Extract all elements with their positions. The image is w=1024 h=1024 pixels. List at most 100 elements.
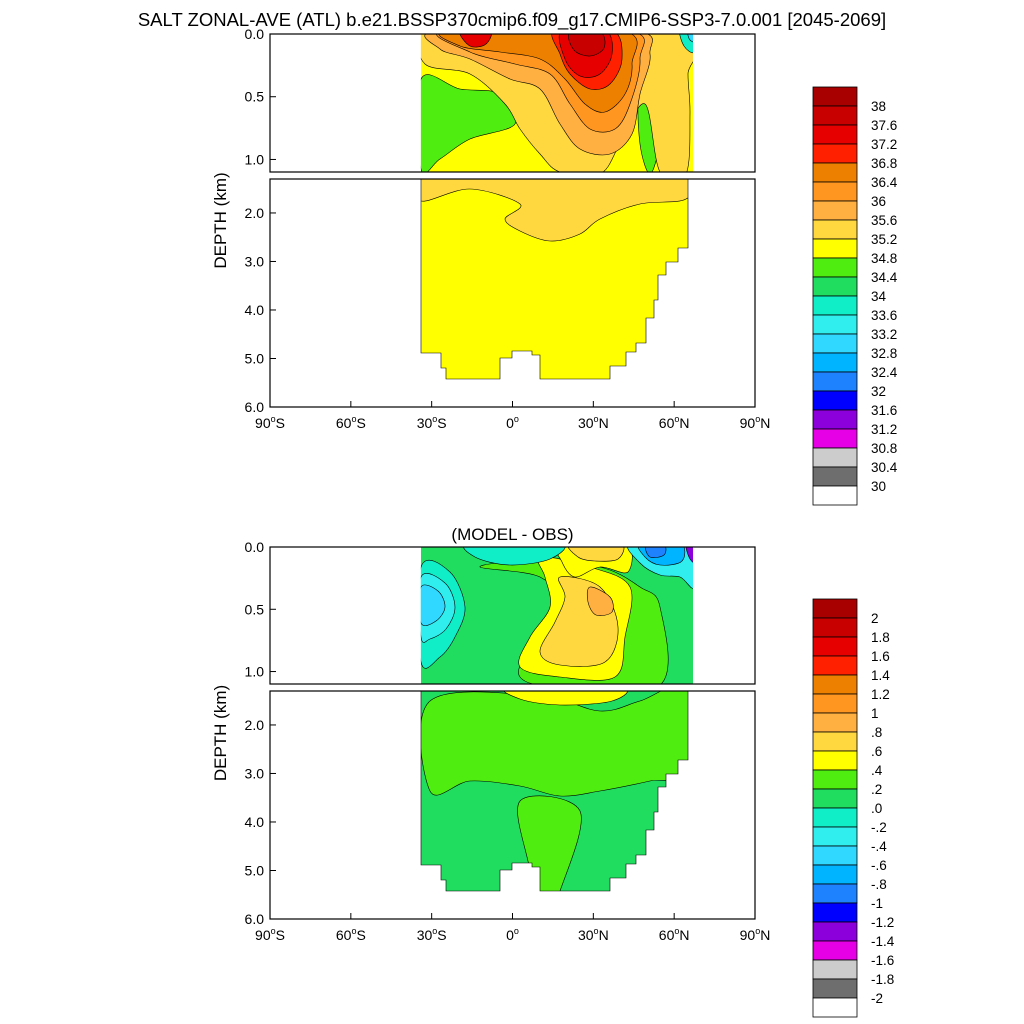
- contour-region: [421, 691, 688, 797]
- colorbar-swatch: [812, 845, 858, 866]
- colorbar-swatch: [812, 200, 858, 221]
- x-tick-label: 60oN: [659, 414, 690, 431]
- upper-field: [420, 34, 694, 172]
- x-tick-label: 60oS: [336, 414, 366, 431]
- colorbar-label: 30: [871, 479, 886, 494]
- colorbar-label: -.8: [871, 877, 887, 892]
- colorbar-label: 34: [871, 289, 887, 304]
- colorbar-label: 1: [871, 706, 879, 721]
- contour-region: [644, 547, 667, 558]
- colorbar-label: -.2: [871, 820, 887, 835]
- colorbar-label: 36.4: [871, 175, 898, 190]
- colorbar-swatch: [812, 655, 858, 676]
- x-tick-label: 0o: [506, 414, 519, 431]
- x-tick-label: 30oN: [578, 414, 609, 431]
- x-tick-label: 90oN: [740, 414, 771, 431]
- contour-region: [685, 547, 694, 563]
- colorbar: 21.81.61.41.21.8.6.4.2.0-.2-.4-.6-.8-1-1…: [812, 598, 895, 1018]
- colorbar-label: -.4: [871, 839, 887, 854]
- y-tick-label: 0.5: [245, 89, 265, 105]
- colorbar-label: 35.6: [871, 213, 897, 228]
- colorbar: 38 37.6 37.2 36.8 36.4 36 35.6 35.2 34.8 34.4 34 33…: [812, 86, 898, 506]
- colorbar-label: .6: [871, 744, 882, 759]
- x-tick-label: 90oS: [255, 414, 285, 431]
- colorbar-swatch: [812, 162, 858, 183]
- colorbar-swatch: [812, 826, 858, 847]
- colorbar-swatch: [812, 485, 858, 506]
- x-tick-label: 30oS: [417, 414, 447, 431]
- colorbar-label: 2: [871, 611, 879, 626]
- colorbar-swatch: [812, 333, 858, 354]
- colorbar-swatch: [812, 428, 858, 449]
- colorbar-swatch: [812, 124, 858, 145]
- y-tick-label: 6.0: [245, 911, 265, 927]
- colorbar-swatch: [812, 314, 858, 335]
- colorbar-label: .4: [871, 763, 883, 778]
- ocean-floor-outline: [420, 690, 689, 892]
- colorbar-label: .2: [871, 782, 882, 797]
- y-tick-label: 0.0: [245, 26, 265, 42]
- figure-title: SALT ZONAL-AVE (ATL) b.e21.BSSP370cmip6.…: [138, 9, 886, 31]
- colorbar-label: 1.6: [871, 649, 890, 664]
- contour-region: [459, 34, 492, 48]
- y-tick-label: 0.0: [245, 539, 265, 555]
- colorbar-swatch: [812, 295, 858, 316]
- y-tick-label: 5.0: [245, 350, 265, 366]
- colorbar-label: 32.8: [871, 346, 897, 361]
- ocean-floor-outline: [420, 178, 689, 380]
- x-tick-label: 30oN: [578, 926, 609, 943]
- x-tick-label: 90oS: [255, 926, 285, 943]
- y-axis-label: DEPTH (km): [211, 685, 230, 781]
- colorbar-label: 37.2: [871, 137, 897, 152]
- x-tick-label: 60oS: [336, 926, 366, 943]
- colorbar-label: 33.6: [871, 308, 897, 323]
- contour-region: [586, 586, 614, 616]
- y-axis-label: DEPTH (km): [211, 172, 230, 268]
- colorbar-label: 32.4: [871, 365, 898, 380]
- upper-frame: [269, 546, 756, 685]
- colorbar-swatch: [812, 466, 858, 487]
- colorbar-swatch: [812, 219, 858, 240]
- colorbar-swatch: [812, 997, 858, 1018]
- y-tick-label: 3.0: [245, 253, 265, 269]
- colorbar-label: 33.2: [871, 327, 897, 342]
- colorbar-swatch: [812, 788, 858, 809]
- colorbar-label: 30.8: [871, 441, 897, 456]
- colorbar-swatch: [812, 807, 858, 828]
- colorbar-label: -1.6: [871, 953, 894, 968]
- colorbar-swatch: [812, 352, 858, 373]
- colorbar-swatch: [812, 105, 858, 126]
- colorbar-label: 30.4: [871, 460, 898, 475]
- contour-region: [567, 547, 625, 562]
- colorbar-label: -2: [871, 991, 883, 1006]
- contour-region: [568, 34, 606, 57]
- panel-subtitle: (MODEL - OBS): [451, 525, 573, 544]
- colorbar-swatch: [812, 617, 858, 638]
- colorbar-label: 36.8: [871, 156, 897, 171]
- contour-region: [463, 547, 566, 566]
- colorbar-swatch: [812, 390, 858, 411]
- colorbar-label: .8: [871, 725, 882, 740]
- colorbar-label: 37.6: [871, 118, 897, 133]
- lower-field: [421, 691, 688, 891]
- colorbar-label: 36: [871, 194, 886, 209]
- colorbar-swatch: [812, 181, 858, 202]
- colorbar-swatch: [812, 940, 858, 961]
- y-tick-label: 1.0: [245, 664, 265, 680]
- colorbar-swatch: [812, 693, 858, 714]
- panel-salt: 0.0 0.5 1.0 2.0 3.0 4.0 5.0 6.0 DEPTH (km) 90oS 60…: [211, 26, 898, 506]
- x-tick-label: 30oS: [417, 926, 447, 943]
- colorbar-label: -1.8: [871, 972, 894, 987]
- colorbar-swatch: [812, 598, 858, 619]
- y-tick-label: 4.0: [245, 302, 265, 318]
- colorbar-label: -.6: [871, 858, 887, 873]
- colorbar-label: 38: [871, 99, 886, 114]
- colorbar-label: 31.2: [871, 422, 897, 437]
- colorbar-label: -1.2: [871, 915, 894, 930]
- upper-frame: [269, 33, 756, 173]
- colorbar-swatch: [812, 636, 858, 657]
- colorbar-swatch: [812, 371, 858, 392]
- colorbar-swatch: [812, 674, 858, 695]
- upper-field: [420, 547, 694, 684]
